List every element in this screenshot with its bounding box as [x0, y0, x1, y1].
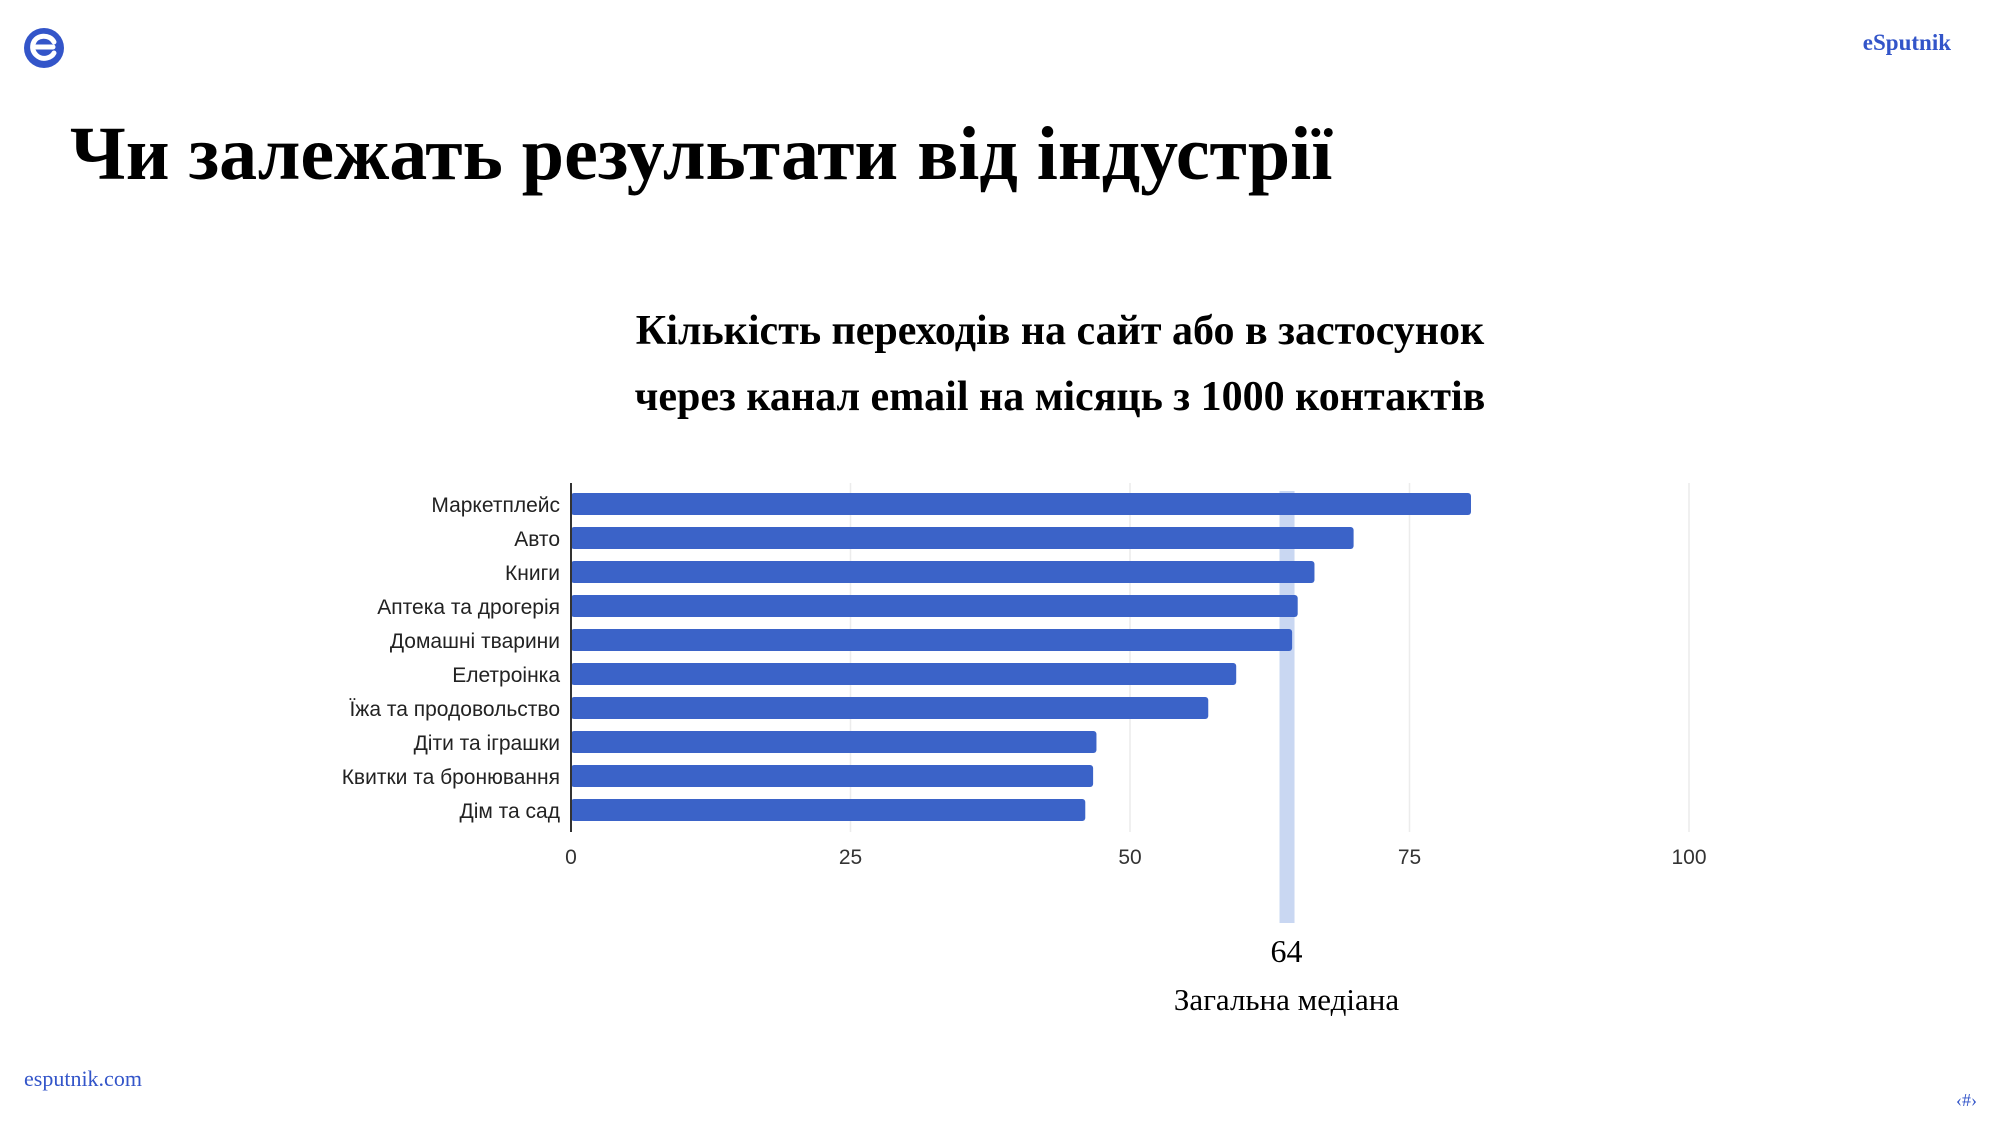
bar	[571, 799, 1086, 821]
category-label: Їжа та продовольство	[349, 698, 560, 721]
category-label: Авто	[514, 528, 560, 551]
bar	[571, 629, 1293, 651]
category-label: Аптека та дрогерія	[377, 596, 560, 619]
bar	[571, 595, 1298, 617]
brand-name: eSputnik	[1862, 30, 1951, 55]
x-tick-label: 25	[839, 846, 862, 869]
category-label: Квитки та бронювання	[342, 766, 560, 789]
bar	[571, 561, 1315, 583]
bar	[571, 697, 1209, 719]
category-label: Маркетплейс	[431, 494, 560, 517]
footer-website-link[interactable]: esputnik.com	[24, 1066, 142, 1091]
esputnik-logo-icon	[24, 28, 64, 68]
page-title: Чи залежать результати від індустрії	[70, 112, 1333, 196]
category-label: Елетроінка	[452, 664, 560, 687]
page-number: ‹#›	[1956, 1090, 1977, 1110]
bar	[571, 765, 1094, 787]
bar	[571, 493, 1471, 515]
x-tick-label: 50	[1118, 846, 1141, 869]
x-tick-label: 100	[1671, 846, 1706, 869]
bar	[571, 527, 1354, 549]
category-label: Книги	[505, 562, 560, 585]
median-value-label: 64	[1271, 933, 1303, 969]
median-label: Загальна медіана	[1174, 982, 1399, 1017]
x-tick-label: 75	[1398, 846, 1421, 869]
chart-title-line-1: Кількість переходів на сайт або в застос…	[635, 308, 1485, 354]
x-tick-label: 0	[565, 846, 577, 869]
median-band	[1279, 491, 1295, 923]
category-label: Домашні тварини	[390, 630, 560, 653]
chart-title-line-2: через канал email на місяць з 1000 конта…	[634, 374, 1486, 420]
bar	[571, 663, 1237, 685]
bar	[571, 731, 1097, 753]
category-label: Дім та сад	[460, 800, 561, 823]
category-label: Діти та іграшки	[414, 732, 560, 755]
